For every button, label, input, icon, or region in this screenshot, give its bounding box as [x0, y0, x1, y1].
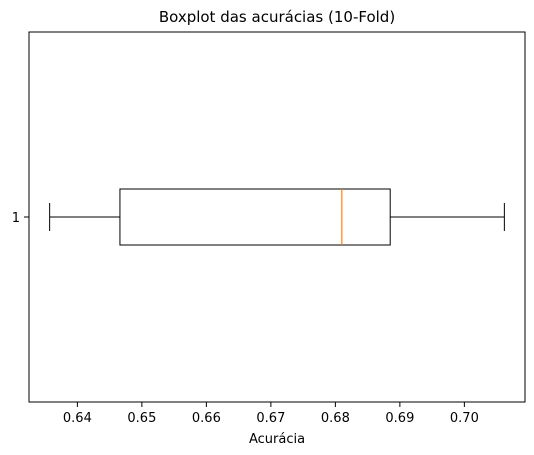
x-tick-label: 0.66	[192, 411, 221, 426]
chart-title: Boxplot das acurácias (10-Fold)	[159, 8, 395, 26]
x-tick-label: 0.69	[385, 411, 414, 426]
y-tick-label: 1	[12, 211, 20, 226]
x-tick-label: 0.70	[450, 411, 479, 426]
x-tick-label: 0.68	[321, 411, 350, 426]
y-axis-ticks: 1	[12, 211, 29, 226]
box-group	[49, 188, 505, 246]
x-axis-ticks: 0.64 0.65 0.66 0.67 0.68 0.69 0.70	[63, 402, 479, 426]
interquartile-box	[119, 188, 391, 246]
x-tick-label: 0.65	[127, 411, 156, 426]
x-axis-label: Acurácia	[249, 432, 305, 447]
x-tick-label: 0.64	[63, 411, 92, 426]
x-tick-label: 0.67	[256, 411, 285, 426]
